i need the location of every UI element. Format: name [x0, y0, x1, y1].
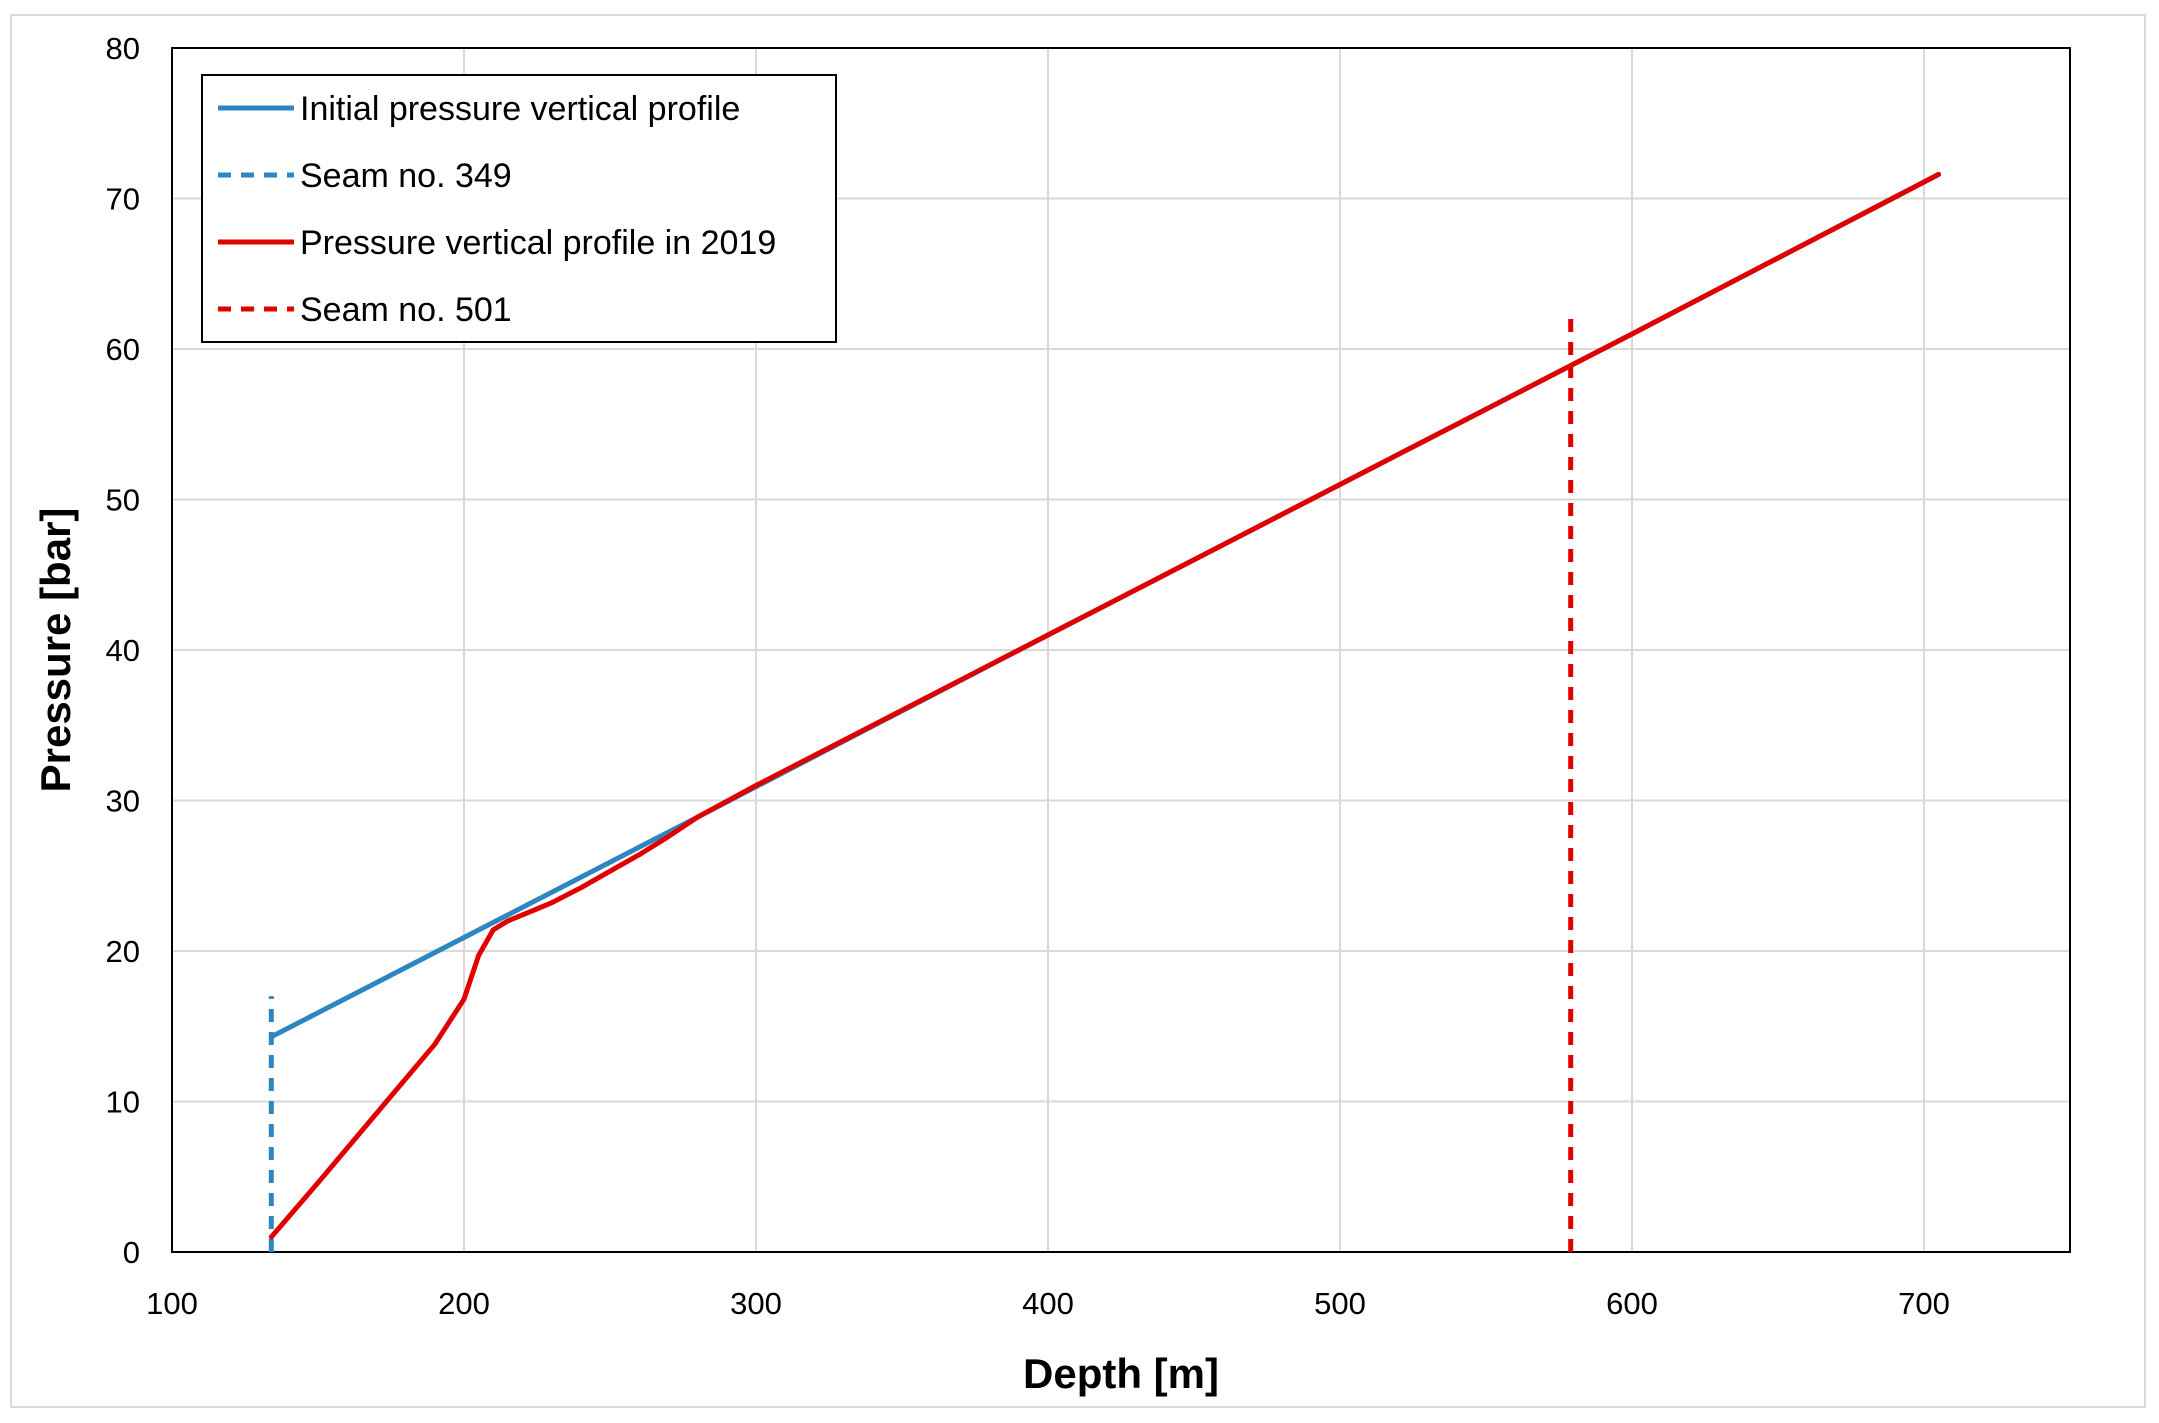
legend: Initial pressure vertical profile Seam no…	[201, 74, 837, 343]
tick-labels: 100 200 300 400 500 600 700 0 10 20 30 40 50 60 70 80	[106, 31, 1950, 1321]
y-tick-label: 60	[106, 332, 140, 367]
legend-label: Seam no. 501	[300, 291, 512, 329]
legend-label: Pressure vertical profile in 2019	[300, 224, 776, 262]
legend-label: Initial pressure vertical profile	[300, 90, 740, 128]
x-tick-label: 100	[146, 1286, 198, 1321]
x-tick-label: 200	[438, 1286, 490, 1321]
series-line-pressure-vertical-profile-in-2019	[268, 171, 1942, 1240]
legend-label: Seam no. 349	[300, 157, 512, 195]
x-tick-label: 400	[1022, 1286, 1074, 1321]
y-axis-title: Pressure [bar]	[32, 508, 79, 793]
y-tick-label: 80	[106, 31, 140, 66]
y-tick-label: 0	[123, 1235, 140, 1270]
y-tick-label: 70	[106, 182, 140, 217]
y-tick-label: 30	[106, 784, 140, 819]
y-tick-label: 40	[106, 633, 140, 668]
y-tick-label: 50	[106, 483, 140, 518]
data-series	[268, 171, 1942, 1252]
plot-area-border	[171, 47, 2071, 1253]
y-tick-label: 10	[106, 1085, 140, 1120]
x-axis-title: Depth [m]	[1023, 1350, 1219, 1397]
legend-box	[201, 74, 837, 343]
x-tick-label: 500	[1314, 1286, 1366, 1321]
x-tick-label: 700	[1898, 1286, 1950, 1321]
legend-items: Initial pressure vertical profile Seam no…	[218, 90, 776, 329]
x-tick-label: 600	[1606, 1286, 1658, 1321]
x-tick-label: 300	[730, 1286, 782, 1321]
y-tick-label: 20	[106, 934, 140, 969]
